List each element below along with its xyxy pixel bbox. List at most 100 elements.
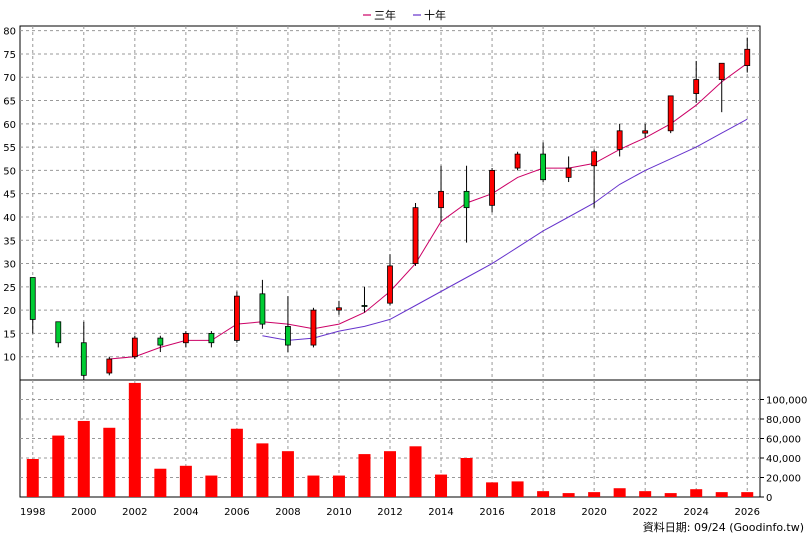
candle-body (131, 337, 138, 358)
x-tick-label: 2018 (530, 507, 555, 518)
volume-tick-label: 100,000 (766, 396, 807, 407)
x-tick-label: 2016 (479, 507, 504, 518)
price-tick-label: 25 (3, 283, 16, 294)
x-tick-label: 2022 (632, 507, 657, 518)
price-tick-label: 35 (3, 236, 16, 247)
price-tick-label: 10 (3, 353, 16, 364)
volume-bar (435, 474, 448, 497)
legend: 三年 十年 (363, 8, 446, 22)
candle-body (336, 307, 342, 311)
volume-tick-label: 80,000 (766, 415, 801, 426)
ma-10y-line (262, 118, 748, 341)
x-axis: 1998 2000 2002 2004 2006 2008 2010 2012 2014 2016… (20, 507, 760, 518)
candlestick (55, 321, 62, 348)
volume-bar (664, 493, 677, 497)
volume-bar (307, 475, 320, 497)
volume-bar (358, 454, 371, 497)
volume-bar (384, 451, 396, 497)
volume-bar (741, 492, 754, 497)
candle-body (489, 169, 495, 206)
volume-bar (154, 468, 167, 497)
candlestick (106, 356, 113, 376)
candlestick (642, 123, 649, 138)
price-tick-label: 80 (3, 27, 16, 38)
candlestick (131, 335, 138, 360)
candle-body (310, 309, 317, 346)
candle-body (80, 342, 87, 376)
x-tick-label: 1998 (20, 507, 45, 518)
price-tick-label: 65 (3, 97, 16, 108)
candle-body (157, 337, 164, 346)
x-tick-label: 2012 (377, 507, 402, 518)
candlesticks (29, 37, 751, 380)
candle-body (285, 326, 291, 346)
candlestick (157, 335, 164, 353)
volume-bar (562, 493, 575, 497)
x-tick-label: 2014 (428, 507, 453, 518)
candle-body (693, 79, 700, 94)
candle-body (438, 190, 444, 209)
candle-body (182, 333, 189, 344)
candle-body (718, 62, 725, 80)
candle-body (744, 48, 751, 66)
candlestick (361, 286, 368, 313)
volume-bar (486, 482, 499, 497)
volume-bar (230, 428, 243, 497)
candlestick (540, 142, 547, 183)
legend-label-10y: 十年 (424, 8, 446, 22)
volume-bar (77, 420, 90, 497)
price-tick-label: 75 (3, 50, 16, 61)
candlestick (259, 279, 266, 329)
volume-tick-label: 0 (766, 493, 772, 504)
candlestick (233, 291, 240, 343)
volume-bar (332, 475, 345, 497)
candle-body (616, 130, 623, 150)
volume-bar (460, 458, 473, 497)
x-tick-label: 2004 (173, 507, 198, 518)
moving-average-lines (109, 62, 748, 360)
candlestick (182, 331, 189, 348)
candlestick (489, 168, 495, 213)
volume-bar (613, 488, 626, 497)
price-tick-label: 15 (3, 329, 16, 340)
price-tick-label: 60 (3, 120, 16, 131)
volume-bar (537, 491, 550, 497)
candlestick (208, 331, 215, 348)
candlestick (514, 151, 521, 171)
candlestick (310, 307, 317, 348)
candle-body (208, 333, 215, 344)
grid-lines (20, 26, 760, 497)
candle-body (29, 277, 36, 320)
x-tick-label: 2026 (735, 507, 760, 518)
candlestick (463, 165, 470, 243)
legend-label-3y: 三年 (374, 8, 396, 22)
price-axis: 10 15 20 25 30 35 40 45 50 55 60 65 70 75 80 (3, 27, 16, 364)
volume-tick-label: 60,000 (766, 435, 801, 446)
x-tick-label: 2006 (224, 507, 249, 518)
volume-axis: 0 20,000 40,000 60,000 80,000 100,000 (760, 396, 807, 504)
candle-body (565, 167, 572, 178)
x-tick-label: 2024 (683, 507, 708, 518)
candlestick (667, 95, 674, 134)
candle-body (55, 321, 62, 344)
price-tick-label: 50 (3, 166, 16, 177)
candlestick (29, 277, 36, 334)
volume-bar (511, 481, 524, 497)
volume-tick-label: 40,000 (766, 454, 801, 465)
price-tick-label: 45 (3, 190, 16, 201)
candlestick (693, 60, 700, 103)
candle-body (361, 305, 368, 307)
candlestick (80, 321, 87, 380)
price-tick-label: 70 (3, 73, 16, 84)
candle-body (259, 293, 266, 325)
x-tick-label: 2000 (71, 507, 96, 518)
candlestick (744, 37, 751, 73)
candlestick (565, 156, 572, 183)
candle-body (540, 153, 547, 181)
candlestick (718, 62, 725, 113)
volume-bar (281, 451, 294, 497)
x-tick-label: 2008 (275, 507, 300, 518)
volume-bar (409, 446, 422, 497)
candle-body (106, 358, 113, 374)
